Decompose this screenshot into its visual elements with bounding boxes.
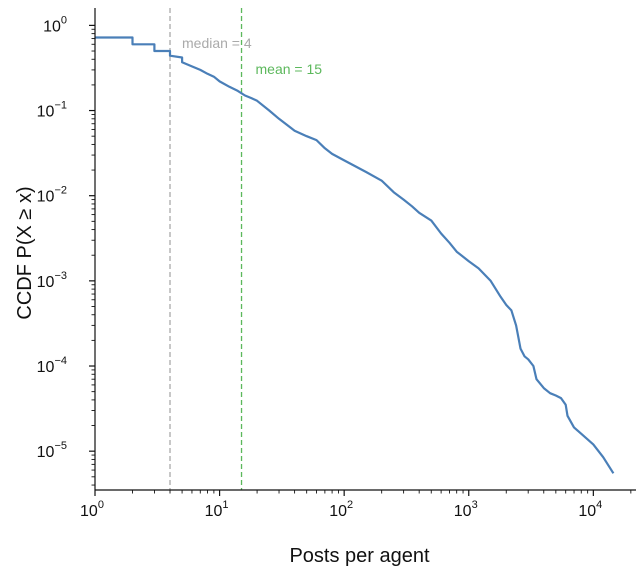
y-tick-label: 10−3 [37,270,67,291]
ccdf-series-line [95,36,615,474]
x-axis-label: Posts per agent [289,545,430,567]
x-tick-label: 103 [454,499,478,520]
y-tick-label: 10−5 [37,440,67,461]
series-layer [95,36,615,474]
x-tick-label: 104 [578,499,602,520]
y-tick-label: 10−2 [37,185,67,206]
y-axis-label: CCDF P(X ≥ x) [14,186,36,319]
y-tick-label: 10−4 [37,355,67,376]
x-tick-label: 100 [80,499,104,520]
reference-label: mean = 15 [256,61,323,77]
y-tick-label: 100 [43,14,67,35]
x-tick-label: 101 [205,499,229,520]
axes: 100 101 102 103 104 100 10−1 10−2 10−3 10−4 10−5 [37,8,636,520]
reference-label: median = 4 [182,35,252,51]
x-tick-label: 102 [329,499,353,520]
y-tick-label: 10−1 [37,100,67,121]
